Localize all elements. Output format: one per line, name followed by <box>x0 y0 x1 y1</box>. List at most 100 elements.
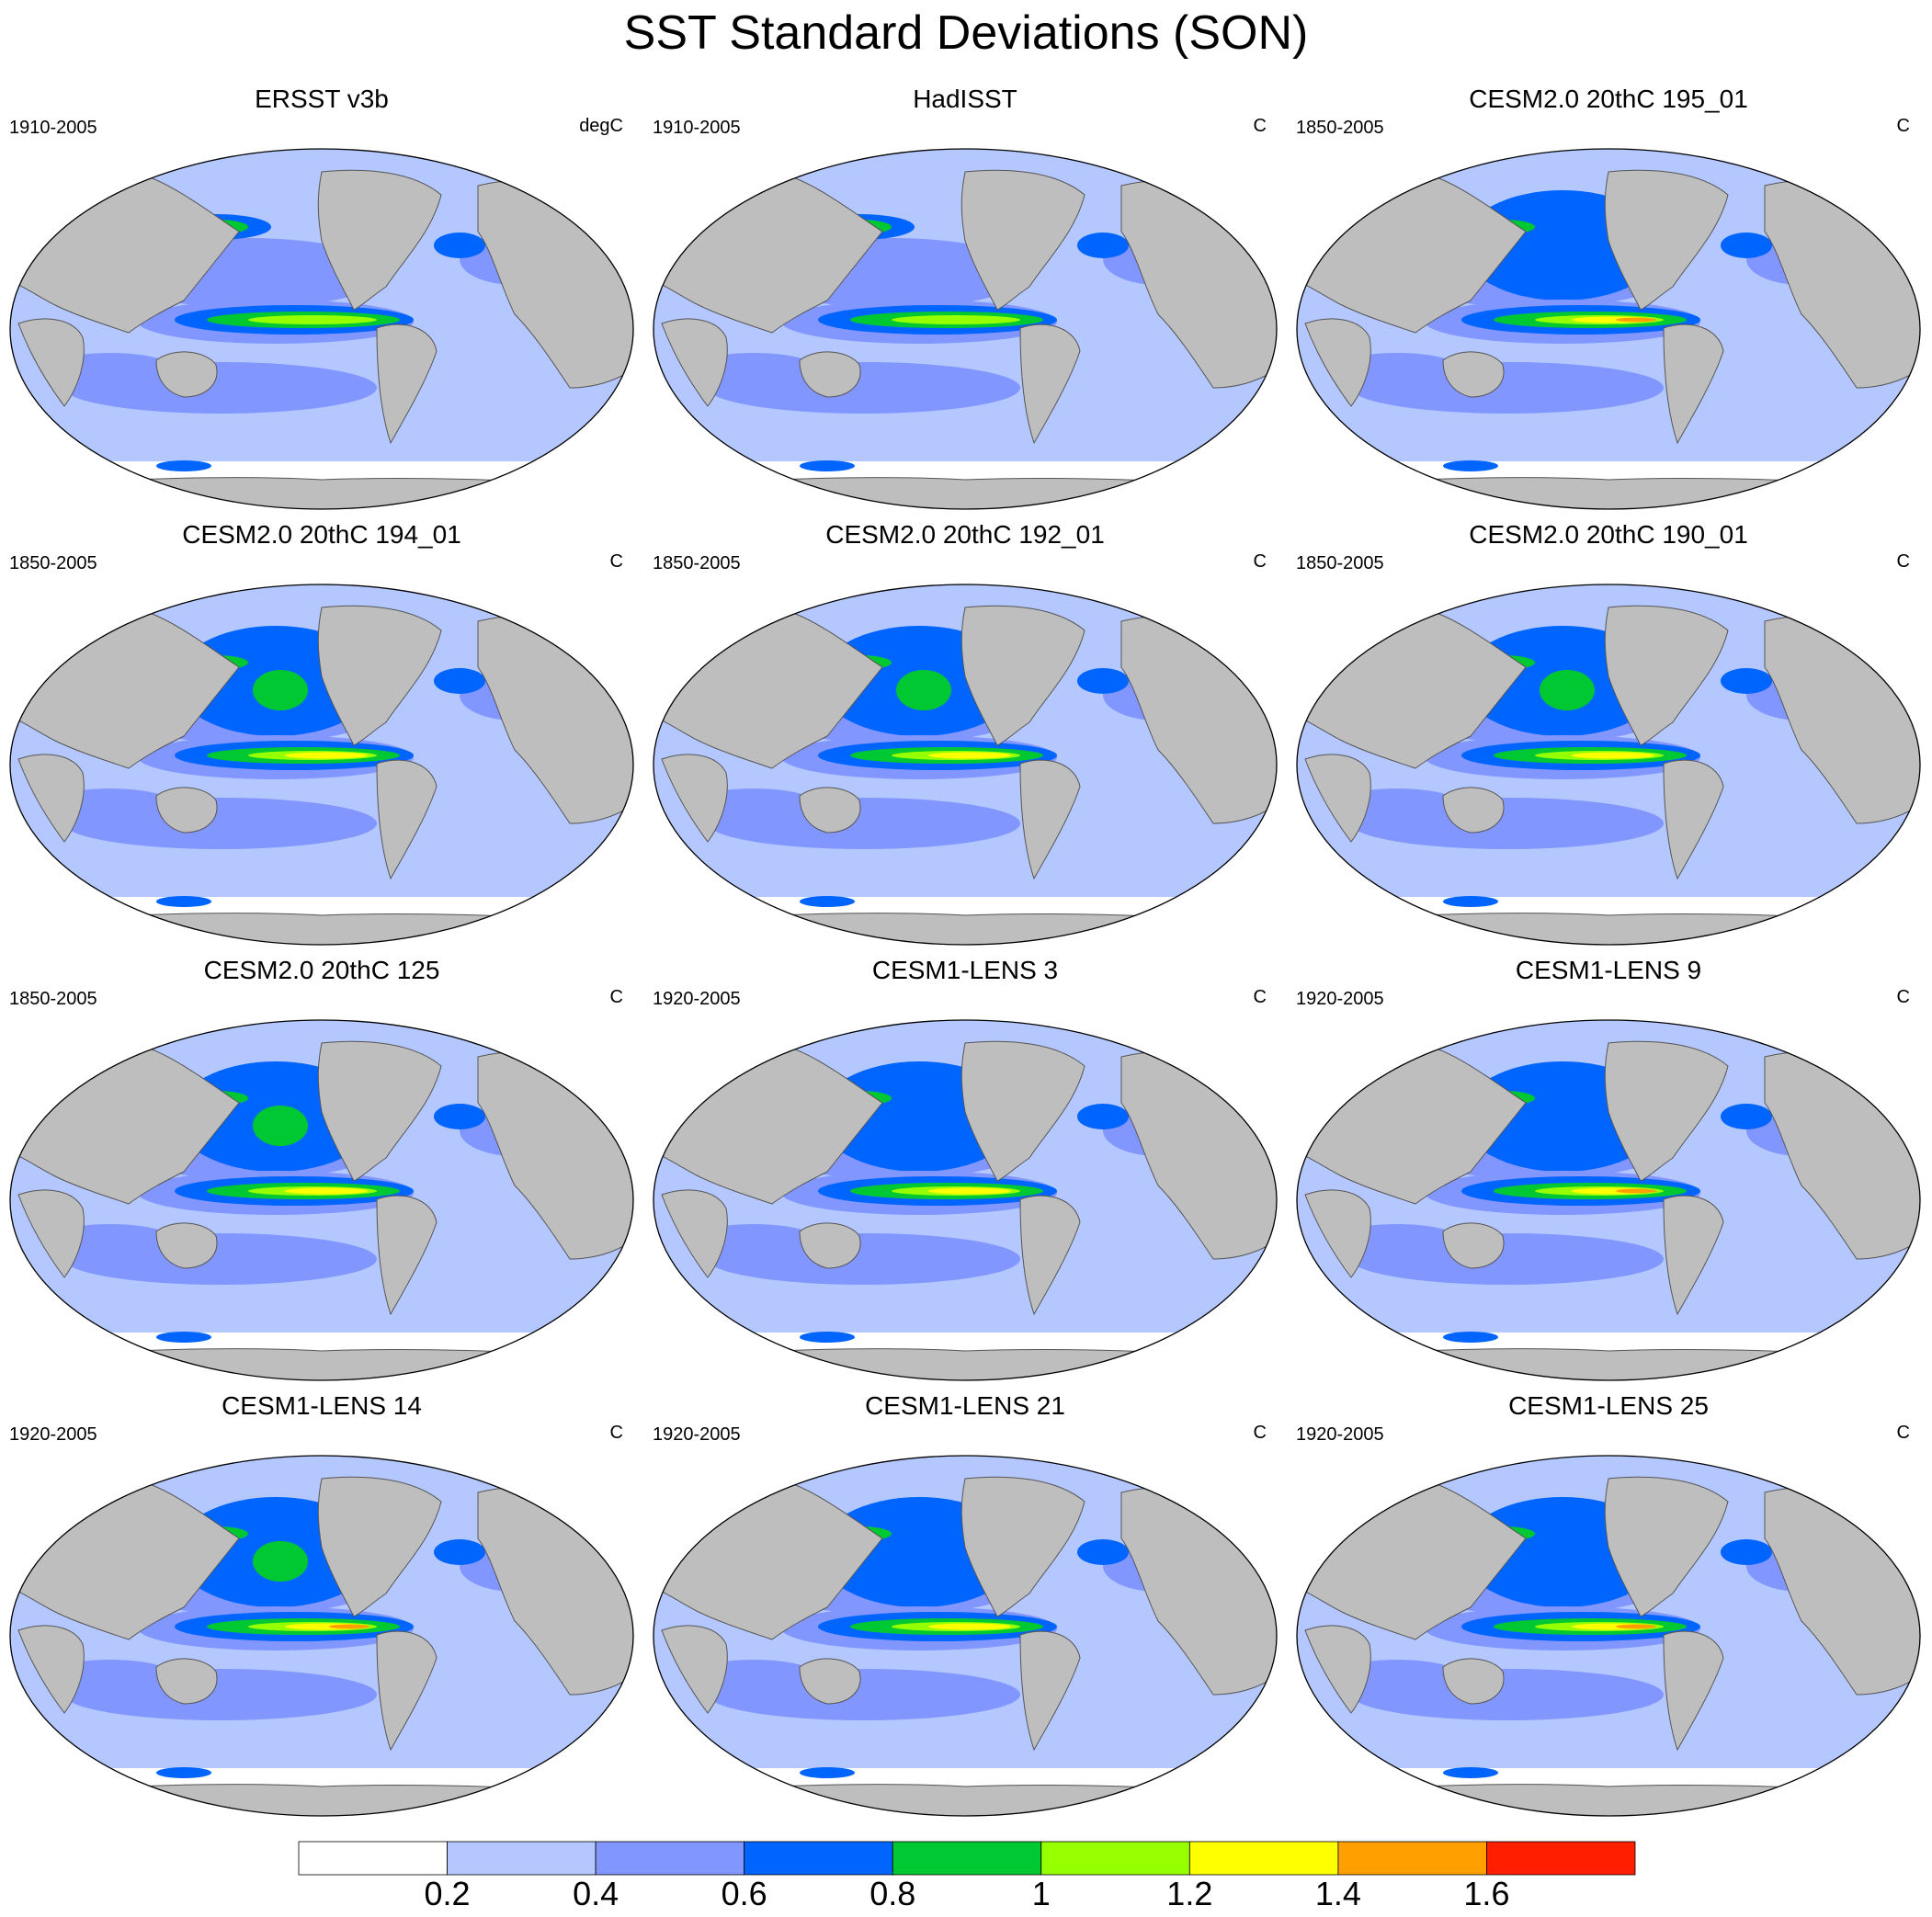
antarctica-land <box>1297 1784 1920 1816</box>
enso-strong <box>892 315 1020 324</box>
colorbar-swatch <box>892 1841 1042 1876</box>
panel-period: 1920-2005 <box>1296 989 1384 1009</box>
north-pacific-peak <box>896 670 951 710</box>
southern-ocean-patch <box>1443 460 1498 471</box>
map-svg <box>653 148 1278 510</box>
southern-ocean-patch <box>1443 896 1498 907</box>
map-panel: CESM2.0 20thC 190_01 1850-2005 C <box>1287 520 1930 952</box>
enso-stronger <box>285 1187 368 1195</box>
australia-land <box>155 787 218 834</box>
colorbar-tick-label: 0.2 <box>424 1875 471 1912</box>
panel-units: degC <box>579 116 623 136</box>
map-panel: CESM2.0 20thC 192_01 1850-2005 C <box>643 520 1287 952</box>
map-svg <box>9 1019 634 1381</box>
north-america-land <box>317 169 442 311</box>
antarctica-land <box>653 477 1277 509</box>
australia-land <box>799 351 861 398</box>
enso-stronger <box>928 1623 1011 1630</box>
panel-period: 1850-2005 <box>1296 553 1384 573</box>
antarctica-land <box>1297 477 1920 509</box>
panel-period: 1920-2005 <box>9 1424 97 1445</box>
africa-land <box>1304 754 1371 843</box>
panel-title: CESM2.0 20thC 190_01 <box>1469 520 1748 549</box>
map-panel: CESM1-LENS 14 1920-2005 C <box>0 1391 643 1823</box>
gulf-stream-band <box>434 668 485 694</box>
north-america-land <box>317 605 442 746</box>
antarctica-land <box>10 1348 633 1380</box>
colorbar-tick-label: 1 <box>1031 1875 1051 1912</box>
north-america-land <box>1604 1040 1729 1182</box>
gulf-stream-band <box>1077 233 1129 258</box>
enso-stronger <box>928 1187 1011 1195</box>
panel-period: 1920-2005 <box>653 989 741 1009</box>
australia-land <box>1442 1658 1505 1705</box>
southern-ocean-patch <box>800 896 855 907</box>
panel-title: ERSST v3b <box>255 85 389 113</box>
map-svg <box>1296 148 1921 510</box>
north-america-land <box>317 1476 442 1617</box>
map-svg <box>1296 584 1921 946</box>
north-pacific-peak <box>253 1541 308 1582</box>
africa-land <box>1304 318 1371 407</box>
north-pacific-peak <box>253 1106 308 1146</box>
enso-stronger <box>285 752 368 759</box>
north-america-land <box>317 1040 442 1182</box>
map-outline <box>9 1019 634 1381</box>
australia-land <box>155 1222 218 1269</box>
colorbar-tick-label: 1.4 <box>1314 1875 1361 1912</box>
gulf-stream-band <box>434 1539 485 1565</box>
southern-ocean-patch <box>1443 1767 1498 1778</box>
map-outline <box>1296 584 1921 946</box>
panel-units: C <box>1896 1423 1910 1443</box>
south-america-land <box>376 1630 438 1752</box>
panel-title: CESM1-LENS 14 <box>222 1391 422 1420</box>
enso-strong <box>248 315 377 324</box>
map-panel: CESM1-LENS 25 1920-2005 C <box>1287 1391 1930 1823</box>
gulf-stream-band <box>1721 668 1772 694</box>
panel-period: 1850-2005 <box>1296 118 1384 138</box>
page-title: SST Standard Deviations (SON) <box>623 6 1309 60</box>
gulf-stream-band <box>1077 1539 1129 1565</box>
south-america-land <box>1019 759 1081 880</box>
antarctica-land <box>653 913 1277 945</box>
map-panel: CESM1-LENS 21 1920-2005 C <box>643 1391 1287 1823</box>
panel-title: CESM2.0 20thC 195_01 <box>1469 85 1748 113</box>
panel-units: C <box>1896 551 1910 572</box>
south-america-land <box>376 323 438 445</box>
australia-land <box>1442 351 1505 398</box>
south-america-land <box>1663 1195 1724 1316</box>
enso-peak <box>1616 1624 1656 1629</box>
panel-title: CESM1-LENS 25 <box>1508 1391 1709 1420</box>
map-outline <box>653 1019 1278 1381</box>
map-panel: CESM2.0 20thC 195_01 1850-2005 C <box>1287 85 1930 516</box>
panel-period: 1920-2005 <box>1296 1424 1384 1445</box>
map-panel: HadISST 1910-2005 C <box>643 85 1287 516</box>
panel-period: 1910-2005 <box>9 118 97 138</box>
panel-title: CESM2.0 20thC 125 <box>203 956 440 984</box>
north-america-land <box>960 169 1085 311</box>
africa-land <box>17 1189 85 1278</box>
map-outline <box>1296 148 1921 510</box>
map-svg <box>653 1455 1278 1817</box>
gulf-stream-band <box>1077 1104 1129 1129</box>
panel-title: CESM1-LENS 21 <box>865 1391 1065 1420</box>
panel-units: C <box>1253 1423 1267 1443</box>
panel-period: 1920-2005 <box>653 1424 741 1445</box>
enso-peak <box>329 1624 369 1629</box>
africa-land <box>17 1625 85 1714</box>
panel-period: 1910-2005 <box>653 118 741 138</box>
australia-land <box>799 1658 861 1705</box>
antarctica-land <box>1297 1348 1920 1380</box>
colorbar-tick-label: 1.6 <box>1463 1875 1510 1912</box>
southern-ocean-patch <box>156 1332 211 1343</box>
south-america-land <box>1663 323 1724 445</box>
map-svg <box>9 584 634 946</box>
africa-land <box>661 754 728 843</box>
north-america-land <box>1604 1476 1729 1617</box>
antarctica-land <box>10 913 633 945</box>
australia-land <box>799 787 861 834</box>
africa-land <box>17 318 85 407</box>
antarctica-land <box>653 1348 1277 1380</box>
gulf-stream-band <box>1721 1539 1772 1565</box>
colorbar-swatch <box>1337 1841 1487 1876</box>
